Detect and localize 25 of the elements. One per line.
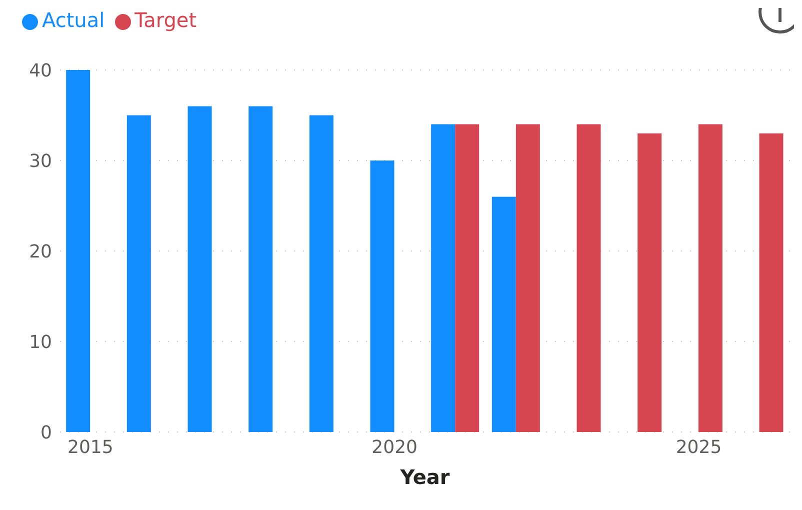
x-tick-label: 2015 [68,436,114,458]
legend-label: Target [134,8,197,32]
y-tick-label: 20 [29,241,52,262]
bar [248,106,273,432]
bar [516,124,540,432]
x-axis-title: Year [399,465,450,489]
bar [431,124,456,432]
bar [188,106,212,432]
bar [638,133,662,432]
y-tick-label: 40 [29,60,52,82]
legend-label: Actual [42,8,105,32]
x-tick-label: 2020 [372,436,418,458]
bar [576,124,601,432]
bar [492,196,516,432]
y-tick-label: 0 [40,422,52,444]
x-tick-label: 2025 [676,436,722,458]
bar [370,160,394,432]
bar [698,124,722,432]
bar [759,133,784,432]
bar [309,115,334,432]
bar [126,115,151,432]
bar [66,70,90,432]
bar [455,124,480,432]
y-tick-label: 10 [29,332,52,353]
y-tick-label: 30 [29,150,52,172]
